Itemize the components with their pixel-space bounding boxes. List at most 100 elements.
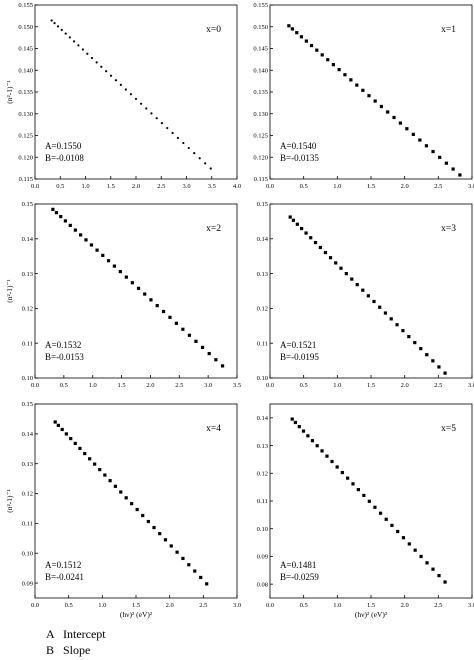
panel-label: x=2	[206, 224, 221, 234]
x-tick-label: 1.0	[98, 602, 106, 609]
y-tick-label: 0.14	[22, 431, 34, 438]
data-point	[290, 27, 295, 31]
data-point	[50, 19, 53, 22]
slope-annotation: B=-0.0153	[45, 352, 84, 362]
data-point	[299, 226, 304, 231]
data-point	[193, 152, 196, 155]
y-axis-label: (n²-1)⁻¹	[5, 80, 14, 103]
y-tick-label: 0.140	[18, 67, 33, 74]
x-tick-label: 0.0	[266, 382, 274, 389]
x-tick-label: 2.0	[166, 602, 174, 609]
y-tick-label: 0.14	[257, 415, 269, 422]
data-point	[295, 31, 299, 35]
data-point	[384, 517, 388, 521]
slope-annotation: B=-0.0241	[45, 572, 84, 582]
y-tick-label: 0.14	[257, 236, 269, 243]
data-point	[386, 110, 390, 114]
legend-note-key: A	[46, 627, 55, 641]
data-point	[390, 523, 394, 527]
data-point	[64, 432, 68, 436]
x-tick-label: 1.0	[333, 183, 341, 190]
data-point	[124, 496, 128, 500]
data-point	[176, 136, 180, 140]
data-point	[346, 476, 350, 480]
data-point	[83, 451, 87, 456]
chart-panel: 0.0 0.5 1.0 1.5 2.0 2.5 3.0 0.115 0.120 0.125 0.13…	[253, 2, 474, 190]
data-point	[443, 371, 447, 375]
y-tick-label: 0.09	[22, 580, 33, 587]
data-point	[207, 351, 211, 356]
data-point	[304, 39, 308, 43]
data-point	[418, 138, 422, 142]
x-tick-label: 1.0	[333, 382, 341, 389]
intercept-annotation: A=0.1512	[45, 560, 81, 570]
data-point	[320, 449, 324, 453]
data-point	[198, 157, 201, 160]
data-point	[63, 219, 67, 223]
data-point	[60, 28, 63, 31]
data-point	[59, 214, 63, 219]
data-point	[114, 79, 118, 82]
y-tick-label: 0.12	[257, 306, 268, 313]
data-point	[295, 222, 299, 226]
data-point	[105, 70, 108, 73]
data-point	[98, 467, 102, 472]
data-point	[119, 490, 123, 494]
data-point	[361, 288, 365, 292]
chart-panel: 0.0 0.5 1.0 1.5 2.0 2.5 3.0 0.08 0.09 0.10 0.11 0.1…	[257, 403, 474, 619]
panel-label: x=1	[441, 25, 456, 35]
chart-panel: 0.0 0.5 1.0 1.5 2.0 2.5 3.0 3.5 0.10 0.11 0.12 0.13…	[5, 201, 241, 389]
data-point	[326, 58, 330, 62]
x-tick-label: 1.0	[89, 382, 97, 389]
data-point	[355, 283, 359, 287]
x-tick-label: 0.5	[65, 602, 73, 609]
x-tick-label: 3.5	[208, 183, 216, 190]
data-point	[320, 53, 324, 57]
data-point	[93, 462, 97, 466]
x-tick-label: 2.5	[175, 382, 183, 389]
data-point	[56, 423, 60, 427]
data-point	[100, 65, 103, 68]
intercept-annotation: A=0.1550	[45, 141, 82, 151]
data-point	[81, 48, 84, 51]
data-point	[145, 107, 148, 110]
data-point	[95, 61, 98, 64]
y-tick-label: 0.14	[22, 236, 34, 243]
x-tick-label: 0.0	[31, 183, 39, 190]
data-point	[51, 207, 55, 211]
x-tick-label: 1.5	[367, 183, 375, 190]
data-point	[69, 436, 73, 441]
panel-label: x=4	[206, 424, 221, 434]
chart-panel: 0.0 0.5 1.0 1.5 2.0 2.5 3.0 0.10 0.11 0.12 0.13 0.1…	[257, 201, 474, 389]
y-tick-label: 0.10	[22, 550, 33, 557]
data-point	[344, 272, 348, 276]
panel-label: x=0	[206, 25, 221, 35]
data-point	[407, 542, 411, 546]
data-point	[88, 457, 92, 461]
data-point	[205, 582, 209, 586]
data-point	[73, 441, 77, 446]
x-tick-label: 2.0	[401, 382, 409, 389]
data-point	[362, 493, 366, 498]
data-point	[200, 345, 205, 350]
data-point	[407, 335, 411, 339]
data-point	[163, 538, 168, 542]
data-point	[309, 43, 314, 48]
y-tick-label: 0.11	[257, 498, 268, 505]
data-point	[194, 339, 198, 343]
data-point	[401, 536, 406, 540]
data-point	[161, 309, 166, 314]
x-tick-label: 0.5	[300, 602, 308, 609]
data-point	[79, 233, 83, 237]
y-tick-label: 0.145	[253, 46, 268, 53]
x-tick-label: 2.5	[157, 183, 165, 190]
x-tick-label: 2.5	[434, 382, 442, 389]
data-point	[373, 505, 377, 509]
data-point	[291, 218, 296, 222]
data-point	[108, 479, 112, 483]
x-tick-label: 3.0	[204, 382, 212, 389]
data-point	[451, 167, 455, 171]
data-point	[124, 275, 128, 279]
data-point	[349, 78, 353, 82]
y-tick-label: 0.13	[22, 461, 33, 468]
